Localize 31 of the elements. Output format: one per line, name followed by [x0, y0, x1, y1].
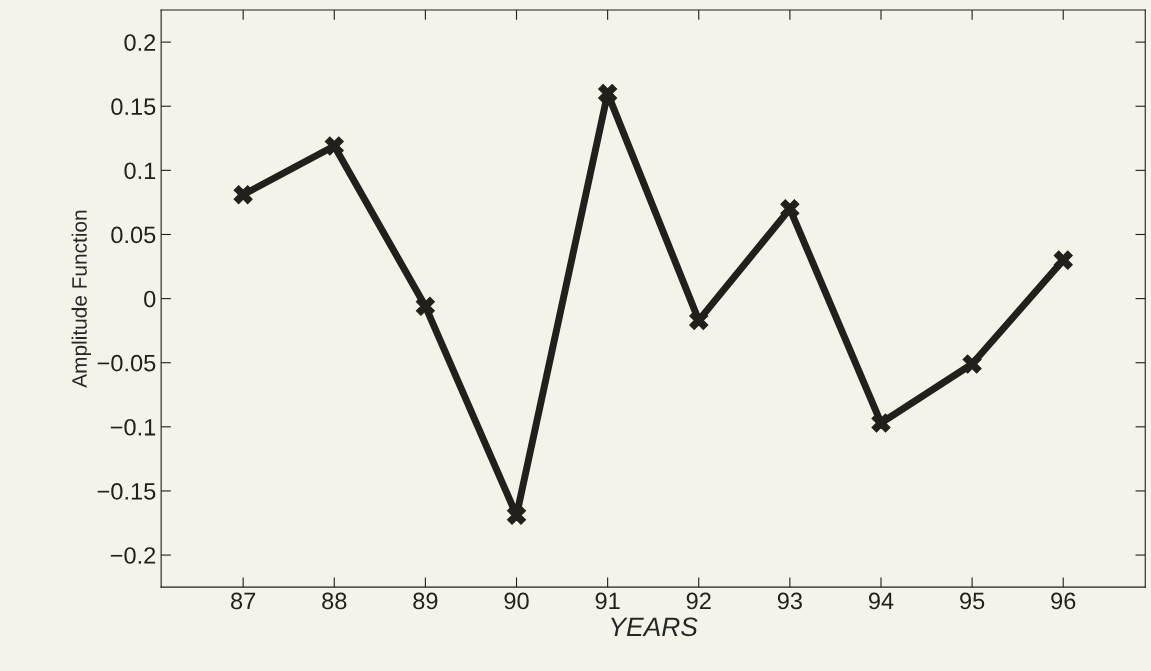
y-tick-label: −0.2: [110, 547, 156, 564]
x-tick-label: 90: [504, 592, 529, 610]
point: [871, 413, 891, 433]
y-tick-label: −0.1: [110, 418, 156, 436]
point: [962, 354, 982, 374]
x-tick-label: 96: [1051, 592, 1076, 610]
x-tick-label: 89: [413, 592, 438, 610]
y-tick-label: −0.05: [97, 354, 156, 372]
point: [506, 505, 527, 525]
x-tick-label: 94: [868, 592, 894, 610]
x-tick-label: 91: [595, 592, 620, 610]
y-tick-label: 0.15: [111, 98, 156, 116]
x-tick-label: 95: [960, 592, 985, 610]
y-tick-label: 0: [144, 290, 156, 308]
y-tick-label: 0.1: [124, 162, 156, 180]
x-tick-label: 87: [231, 592, 256, 610]
x-tick-label: 93: [777, 592, 802, 610]
y-tick-label: 0.05: [111, 226, 156, 244]
point: [233, 185, 253, 205]
point: [415, 296, 435, 316]
x-tick-label: 88: [322, 592, 347, 610]
y-tick-label: 0.2: [124, 34, 156, 51]
point: [689, 310, 709, 330]
y-axis-title: Amplitude Function: [71, 210, 91, 388]
x-tick-label: 92: [686, 592, 711, 610]
point: [1053, 250, 1073, 270]
y-tick-label: −0.15: [97, 483, 156, 500]
point: [598, 83, 618, 103]
point: [324, 136, 344, 156]
x-axis-title: YEARS: [611, 617, 698, 637]
point: [780, 199, 800, 219]
